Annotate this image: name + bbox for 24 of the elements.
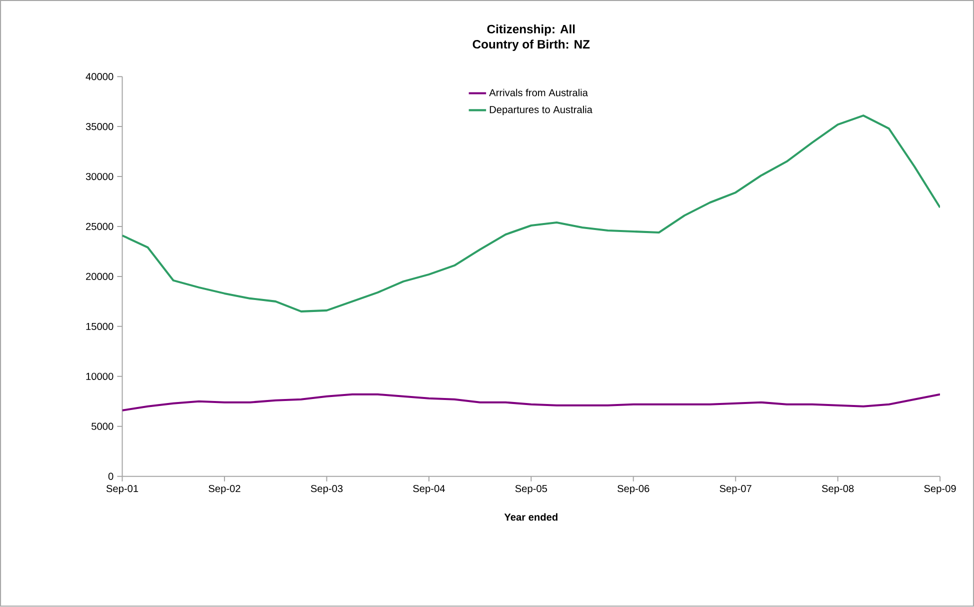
- y-tick-label: 10000: [86, 372, 114, 380]
- y-tick-label: 25000: [86, 223, 114, 230]
- x-tick-label: Sep-05: [515, 485, 548, 494]
- x-tick-label: Sep-02: [208, 485, 240, 494]
- y-tick-label: 15000: [86, 322, 114, 330]
- legend-label: Departures to Australia: [490, 106, 592, 116]
- x-tick-label: Sep-09: [924, 485, 956, 494]
- chart-subtitle: Country of Birth: NZ: [472, 40, 590, 52]
- y-tick-label: 40000: [86, 73, 114, 80]
- x-tick-label: Sep-07: [720, 485, 752, 494]
- y-tick-label: 0: [108, 472, 114, 480]
- y-tick-label: 20000: [86, 273, 114, 280]
- y-tick-label: 5000: [92, 422, 114, 430]
- legend-label: Arrivals from Australia: [489, 88, 588, 96]
- x-tick-label: Sep-04: [413, 485, 445, 494]
- x-tick-label: Sep-08: [822, 485, 854, 494]
- chart-title: Citizenship: All: [487, 24, 575, 36]
- x-tick-label: Sep-01: [106, 485, 138, 494]
- x-tick-label: Sep-06: [618, 485, 650, 494]
- y-tick-label: 35000: [86, 123, 114, 130]
- line-series: [122, 114, 940, 313]
- y-tick-label: 30000: [86, 173, 114, 180]
- x-axis-title: Year ended: [504, 513, 558, 521]
- x-tick-label: Sep-03: [310, 485, 343, 494]
